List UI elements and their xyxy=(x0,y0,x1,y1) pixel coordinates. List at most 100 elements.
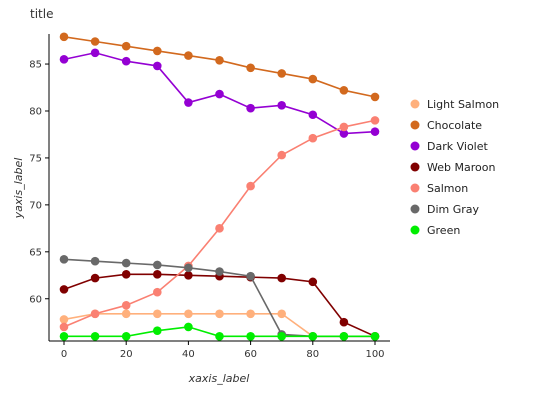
data-point-dark-violet xyxy=(59,55,69,64)
data-point-dim-gray xyxy=(59,255,69,264)
data-point-dark-violet xyxy=(90,48,100,58)
data-point-green xyxy=(184,322,193,332)
data-point-chocolate xyxy=(370,92,380,102)
data-point-salmon xyxy=(121,301,131,310)
y-tick-label: 80 xyxy=(29,106,42,117)
data-point-dim-gray xyxy=(246,271,255,281)
legend-marker-web-maroon xyxy=(410,162,420,172)
y-tick-label: 60 xyxy=(29,294,42,305)
legend: Light Salmon Chocolate Dark Violet Web Maro… xyxy=(410,98,499,237)
x-tick-label: 80 xyxy=(306,349,319,360)
data-point-web-maroon xyxy=(90,273,100,283)
y-tick-label: 85 xyxy=(29,60,42,71)
data-point-chocolate xyxy=(308,74,318,84)
data-point-salmon xyxy=(59,322,69,332)
data-point-chocolate xyxy=(184,51,193,60)
legend-marker-green xyxy=(410,225,420,235)
data-point-salmon xyxy=(308,133,318,143)
data-point-chocolate xyxy=(90,37,100,46)
data-point-chocolate xyxy=(277,69,287,78)
legend-marker-dark-violet xyxy=(410,141,420,151)
data-point-web-maroon xyxy=(153,270,162,279)
legend-marker-dim-gray xyxy=(410,204,420,214)
data-point-dim-gray xyxy=(153,260,162,270)
data-point-light-salmon xyxy=(277,309,287,319)
x-tick-label: 20 xyxy=(120,349,133,360)
legend-label-salmon: Salmon xyxy=(427,182,468,195)
data-point-dim-gray xyxy=(215,267,224,276)
x-ticks: 0 20 40 60 80 100 xyxy=(61,341,385,360)
data-point-dark-violet xyxy=(339,129,349,138)
data-point-light-salmon xyxy=(246,309,255,319)
y-tick-label: 75 xyxy=(29,153,42,164)
legend-label-chocolate: Chocolate xyxy=(427,119,482,132)
data-point-green xyxy=(59,332,69,341)
data-point-dark-violet xyxy=(121,56,131,66)
data-point-dim-gray xyxy=(184,263,193,273)
data-point-dark-violet xyxy=(308,110,318,120)
series-line-salmon xyxy=(63,119,376,328)
data-point-chocolate xyxy=(59,32,69,42)
y-tick-label: 65 xyxy=(29,247,42,258)
x-tick-label: 0 xyxy=(61,349,67,360)
data-point-light-salmon xyxy=(184,309,193,319)
data-point-chocolate xyxy=(215,55,224,65)
chart-title: title xyxy=(30,7,53,21)
data-point-green xyxy=(246,332,255,341)
data-point-chocolate xyxy=(246,63,255,73)
y-ticks: 60 65 70 75 80 85 xyxy=(29,60,49,305)
data-point-chocolate xyxy=(121,41,131,51)
data-point-dark-violet xyxy=(153,61,162,71)
data-point-light-salmon xyxy=(121,309,131,319)
series-line-web-maroon xyxy=(63,273,376,338)
legend-marker-chocolate xyxy=(410,120,420,130)
data-point-dark-violet xyxy=(277,101,287,110)
data-point-light-salmon xyxy=(215,309,224,319)
data-point-green xyxy=(339,332,349,341)
data-point-green xyxy=(277,332,287,341)
legend-label-green: Green xyxy=(427,224,460,237)
data-point-dark-violet xyxy=(246,103,255,113)
legend-label-dim-gray: Dim Gray xyxy=(427,203,480,216)
y-axis-label: yaxis_label xyxy=(12,158,25,220)
x-axis-label: xaxis_label xyxy=(188,372,250,385)
legend-marker-salmon xyxy=(410,183,420,193)
data-point-light-salmon xyxy=(153,309,162,319)
data-point-green xyxy=(90,332,100,341)
legend-label-web-maroon: Web Maroon xyxy=(427,161,495,174)
data-point-salmon xyxy=(339,122,349,132)
legend-label-light-salmon: Light Salmon xyxy=(427,98,499,111)
data-point-green xyxy=(153,326,162,335)
data-point-web-maroon xyxy=(59,285,69,294)
data-point-green xyxy=(370,332,380,341)
data-point-salmon xyxy=(277,150,287,160)
data-point-salmon xyxy=(215,224,224,233)
data-point-dark-violet xyxy=(215,89,224,99)
data-point-salmon xyxy=(370,116,380,125)
data-point-green xyxy=(215,332,224,341)
data-point-web-maroon xyxy=(121,270,131,279)
data-point-chocolate xyxy=(153,46,162,56)
data-point-salmon xyxy=(153,287,162,297)
data-point-light-salmon xyxy=(59,315,69,324)
data-point-green xyxy=(308,332,318,341)
data-point-salmon xyxy=(90,309,100,319)
data-point-salmon xyxy=(246,181,255,191)
plot-area xyxy=(59,32,380,341)
data-point-web-maroon xyxy=(308,277,318,287)
x-tick-label: 100 xyxy=(365,349,384,360)
series-line-chocolate xyxy=(63,36,376,98)
x-tick-label: 40 xyxy=(182,349,195,360)
legend-label-dark-violet: Dark Violet xyxy=(427,140,488,153)
data-point-green xyxy=(121,332,131,341)
data-point-dim-gray xyxy=(90,256,100,266)
x-tick-label: 60 xyxy=(244,349,257,360)
axes xyxy=(48,34,390,342)
data-point-dark-violet xyxy=(184,98,193,107)
data-point-web-maroon xyxy=(184,270,193,280)
data-point-dark-violet xyxy=(370,127,380,136)
y-tick-label: 70 xyxy=(29,200,42,211)
data-point-web-maroon xyxy=(339,317,349,327)
data-point-dim-gray xyxy=(121,258,131,268)
